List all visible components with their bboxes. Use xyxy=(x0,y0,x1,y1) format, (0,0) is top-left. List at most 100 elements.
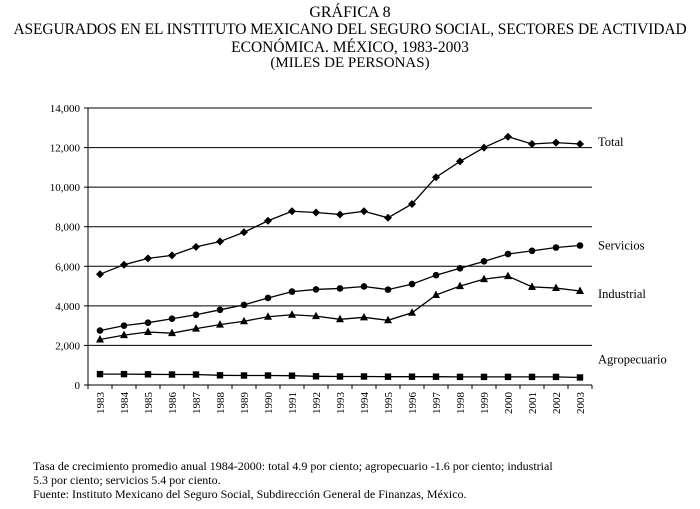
data-point-square xyxy=(504,373,512,381)
series-labels: Total Servicios Industrial Agropecuario xyxy=(598,135,667,366)
growth-rate-note-line-1: Tasa de crecimiento promedio anual 1984-… xyxy=(33,459,553,473)
gridlines xyxy=(87,107,592,386)
data-point-triangle xyxy=(288,310,296,318)
data-point-triangle xyxy=(336,314,344,323)
source-note: Fuente: Instituto Mexicano del Seguro So… xyxy=(33,487,467,501)
data-point-diamond xyxy=(456,157,464,166)
data-point-circle xyxy=(96,327,104,334)
x-tick-label: 1985 xyxy=(143,392,155,415)
data-point-diamond xyxy=(120,260,128,269)
data-point-square xyxy=(408,373,416,380)
x-tick-label: 1990 xyxy=(263,392,275,415)
data-point-triangle xyxy=(216,320,224,328)
x-tick-label: 1987 xyxy=(191,392,203,415)
data-point-triangle xyxy=(360,312,368,321)
data-point-diamond xyxy=(312,208,320,217)
data-point-square xyxy=(240,372,248,379)
data-point-square xyxy=(432,373,440,380)
x-axis-ticks: 1983 1984 1985 1986 1987 1988 1989 1990 1991 1992… xyxy=(87,385,593,415)
data-point-diamond xyxy=(216,237,224,246)
data-point-circle xyxy=(168,315,176,323)
x-tick-label: 2002 xyxy=(551,392,563,414)
series-total xyxy=(96,132,584,279)
data-point-diamond xyxy=(240,228,248,237)
data-point-triangle xyxy=(408,308,416,316)
x-tick-label: 1986 xyxy=(167,392,179,415)
data-point-diamond xyxy=(480,143,488,152)
line-chart: 02,0004,0006,0008,00010,00012,00014,000 … xyxy=(50,103,667,415)
chart-title-line-1: ASEGURADOS EN EL INSTITUTO MEXICANO DEL … xyxy=(13,21,687,38)
data-point-circle xyxy=(336,285,344,292)
data-point-triangle xyxy=(264,312,272,320)
y-tick-label: 8,000 xyxy=(55,222,80,234)
data-point-diamond xyxy=(384,213,392,222)
data-point-diamond xyxy=(264,216,272,225)
data-point-circle xyxy=(192,311,200,319)
data-point-square xyxy=(264,372,272,379)
x-tick-label: 2001 xyxy=(527,392,539,414)
data-point-circle xyxy=(576,242,584,249)
data-point-diamond xyxy=(360,207,368,216)
data-point-triangle xyxy=(384,315,392,324)
series-label-agropecuario: Agropecuario xyxy=(598,352,667,366)
data-point-square xyxy=(312,373,320,380)
data-point-circle xyxy=(480,258,488,265)
x-tick-label: 1991 xyxy=(287,392,299,414)
data-point-diamond xyxy=(552,138,560,147)
data-point-triangle xyxy=(144,327,152,335)
data-point-square xyxy=(528,373,536,381)
data-point-circle xyxy=(120,322,128,329)
series-agropecuario xyxy=(96,370,584,381)
data-point-diamond xyxy=(144,254,152,263)
x-tick-label: 2003 xyxy=(575,392,587,415)
growth-rate-note-line-2: 5.3 por ciento; servicios 5.4 por ciento… xyxy=(33,473,221,487)
data-point-triangle xyxy=(480,274,488,283)
data-point-circle xyxy=(240,301,248,309)
y-tick-label: 14,000 xyxy=(50,103,81,115)
x-tick-label: 1995 xyxy=(383,392,395,415)
series-label-servicios: Servicios xyxy=(598,239,645,253)
y-tick-label: 12,000 xyxy=(50,143,81,155)
data-point-square xyxy=(384,373,392,380)
x-tick-label: 1983 xyxy=(95,392,107,415)
data-point-diamond xyxy=(288,207,296,216)
series-label-industrial: Industrial xyxy=(598,287,646,301)
x-tick-label: 1994 xyxy=(359,392,371,415)
data-point-diamond xyxy=(168,251,176,260)
data-point-triangle xyxy=(240,316,248,325)
data-point-square xyxy=(288,372,296,379)
data-point-square xyxy=(192,371,200,378)
chart-title-line-2: ECONÓMICA. MÉXICO, 1983-2003 xyxy=(231,39,469,56)
data-point-triangle xyxy=(120,330,128,339)
y-tick-label: 4,000 xyxy=(55,301,80,313)
data-point-triangle xyxy=(552,283,560,292)
data-point-square xyxy=(96,370,104,378)
data-point-circle xyxy=(408,280,416,288)
data-point-diamond xyxy=(408,199,416,208)
data-point-diamond xyxy=(504,132,512,141)
y-tick-label: 0 xyxy=(75,380,81,392)
data-point-circle xyxy=(384,286,392,293)
data-point-triangle xyxy=(456,281,464,290)
data-point-circle xyxy=(144,319,152,326)
data-point-circle xyxy=(456,264,464,272)
data-point-triangle xyxy=(576,286,584,295)
data-point-diamond xyxy=(528,140,536,149)
data-point-triangle xyxy=(168,328,176,337)
y-tick-label: 10,000 xyxy=(50,182,81,194)
x-tick-label: 1989 xyxy=(239,392,251,415)
x-tick-label: 1999 xyxy=(479,392,491,415)
data-point-circle xyxy=(216,306,224,314)
data-point-circle xyxy=(504,250,512,258)
data-point-triangle xyxy=(312,311,320,320)
data-point-triangle xyxy=(432,290,440,298)
data-point-circle xyxy=(288,288,296,295)
data-point-square xyxy=(144,371,152,378)
data-point-triangle xyxy=(528,282,536,290)
data-point-diamond xyxy=(96,270,104,279)
x-tick-label: 1998 xyxy=(455,392,467,415)
data-point-circle xyxy=(552,244,560,251)
data-point-circle xyxy=(432,271,440,279)
series-servicios xyxy=(96,242,584,334)
data-point-circle xyxy=(312,286,320,293)
